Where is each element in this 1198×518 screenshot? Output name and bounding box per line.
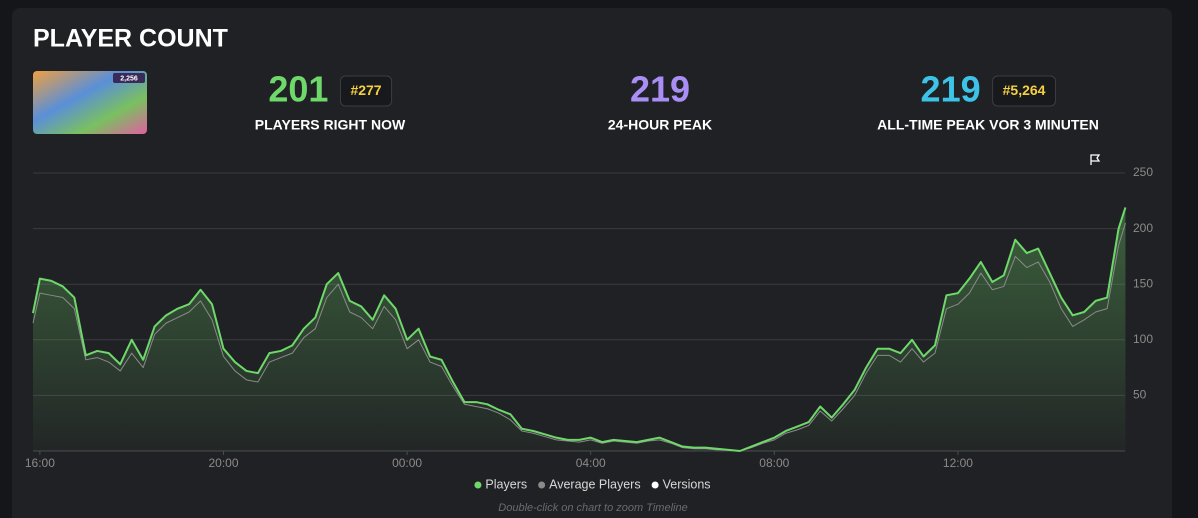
y-tick-label: 100 (1133, 332, 1153, 346)
flag-icon[interactable] (1090, 154, 1101, 165)
x-tick-label: 12:00 (943, 456, 973, 470)
y-tick-label: 250 (1133, 165, 1153, 179)
y-tick-label: 150 (1133, 276, 1153, 290)
stat-label: ALL-TIME PEAK VOR 3 MINUTEN (877, 117, 1099, 133)
stat-label: 24-HOUR PEAK (608, 117, 712, 133)
chart-note: Double-click on chart to zoom Timeline (498, 502, 687, 514)
stat-label: PLAYERS RIGHT NOW (255, 117, 406, 133)
x-tick-label: 00:00 (392, 456, 422, 470)
legend-label: Versions (663, 477, 711, 491)
y-tick-label: 200 (1133, 221, 1153, 235)
legend-dot (538, 481, 546, 489)
area (33, 207, 1126, 451)
x-tick-label: 08:00 (759, 456, 789, 470)
line (32, 222, 1126, 452)
thumbnail-badge-bg (113, 73, 145, 83)
y-tick-label: 50 (1133, 388, 1147, 402)
line (32, 207, 1127, 452)
legend: Players Average Players Versions (474, 477, 711, 491)
rank-badge-text: #277 (350, 82, 381, 98)
legend-label: Average Players (549, 477, 641, 491)
x-tick-label: 04:00 (576, 456, 606, 470)
stat-value: 219 (921, 69, 981, 110)
legend-dot (651, 481, 659, 489)
rank-badge: #5,264 (992, 75, 1056, 107)
stat-value: 201 (268, 69, 328, 110)
rank-badge-text: #5,264 (1003, 82, 1046, 98)
legend-label: Players (485, 477, 527, 491)
stat-value: 219 (630, 69, 690, 110)
rank-badge-bg (992, 75, 1056, 107)
x-tick-label: 20:00 (208, 456, 238, 470)
thumbnail-badge: 2,256 (120, 75, 138, 82)
thumbnail[interactable] (33, 71, 147, 134)
legend-dot (474, 481, 482, 489)
rank-badge-bg (339, 75, 393, 107)
rank-badge: #277 (339, 75, 393, 107)
title: PLAYER COUNT (33, 25, 228, 53)
x-tick-label: 16:00 (25, 456, 55, 470)
